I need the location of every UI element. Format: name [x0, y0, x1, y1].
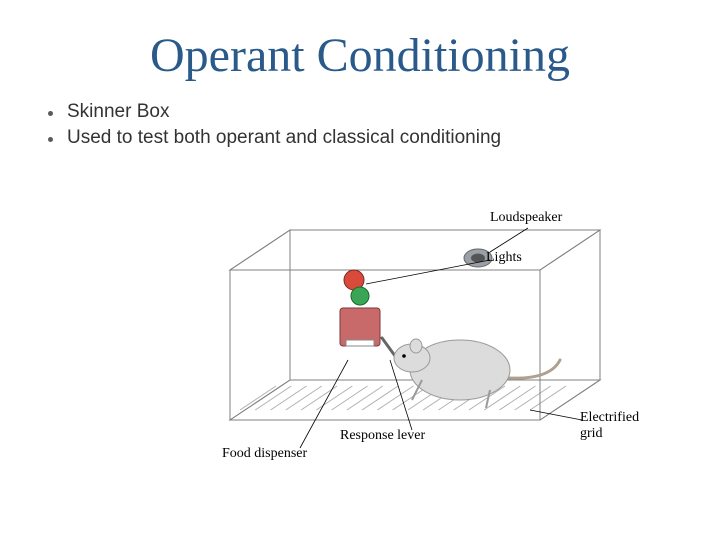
bullet-item: Skinner Box [48, 101, 720, 123]
label-electrified-grid: Electrified grid [580, 410, 639, 442]
bullet-dot-icon [48, 111, 53, 116]
bullet-text: Used to test both operant and classical … [67, 127, 501, 149]
bullet-list: Skinner Box Used to test both operant an… [0, 93, 720, 149]
slide-title: Operant Conditioning [0, 0, 720, 93]
skinner-box-diagram: Loudspeaker Lights Response lever Food d… [190, 210, 660, 470]
label-food-dispenser: Food dispenser [222, 446, 307, 462]
bullet-text: Skinner Box [67, 101, 169, 123]
bullet-item: Used to test both operant and classical … [48, 127, 720, 149]
bullet-dot-icon [48, 137, 53, 142]
label-lights: Lights [486, 250, 522, 266]
label-response-lever: Response lever [340, 428, 425, 444]
label-loudspeaker: Loudspeaker [490, 210, 562, 226]
